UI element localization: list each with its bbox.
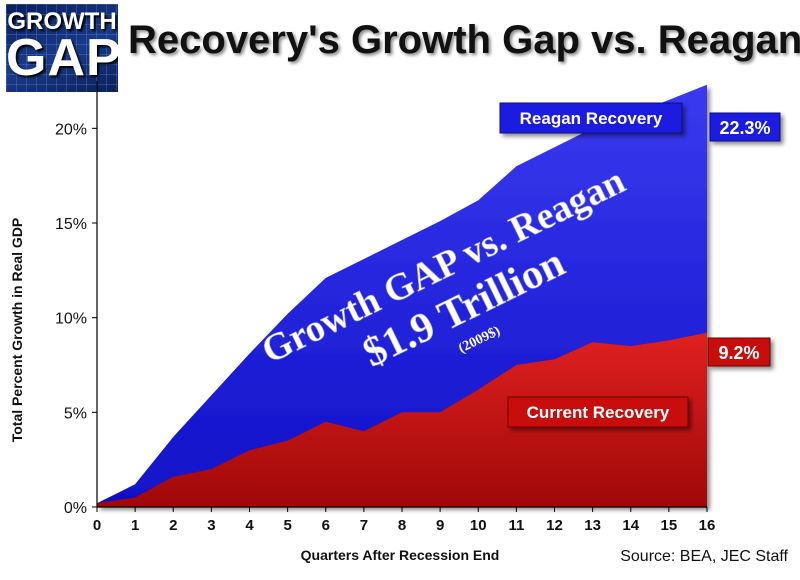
reagan-recovery-legend-text: Reagan Recovery [520, 109, 663, 128]
reagan-end-value-text: 22.3% [719, 118, 770, 138]
logo-bottom-text: GAP [6, 29, 118, 87]
x-tick-label: 16 [699, 517, 716, 534]
x-tick-label: 13 [584, 517, 601, 534]
reagan-recovery-legend: Reagan Recovery [499, 102, 683, 134]
x-tick-label: 3 [207, 517, 215, 534]
current-end-value-badge: 9.2% [707, 337, 771, 367]
current-recovery-legend: Current Recovery [507, 396, 689, 428]
x-tick-label: 10 [470, 517, 487, 534]
y-tick-label: 0% [64, 500, 87, 517]
y-tick-label: 5% [64, 405, 87, 422]
reagan-end-value-badge: 22.3% [709, 112, 781, 142]
x-tick-label: 9 [436, 517, 444, 534]
x-tick-label: 2 [169, 517, 177, 534]
x-tick-label: 6 [322, 517, 330, 534]
logo-grid-pattern [6, 4, 118, 92]
logo-top-text: GROWTH [7, 8, 117, 35]
x-tick-label: 15 [661, 517, 678, 534]
y-tick-label: 10% [55, 311, 87, 328]
x-tick-label: 11 [508, 517, 524, 534]
current-end-value-text: 9.2% [718, 343, 759, 363]
growth-gap-logo: GROWTH GAP [6, 4, 118, 92]
x-tick-label: 4 [245, 517, 254, 534]
x-tick-label: 7 [360, 517, 368, 534]
y-tick-label: 20% [55, 121, 87, 138]
current-recovery-legend-text: Current Recovery [527, 403, 670, 422]
page-title: Recovery's Growth Gap vs. Reagan [128, 18, 800, 62]
x-tick-label: 12 [546, 517, 563, 534]
x-tick-label: 14 [622, 517, 639, 534]
y-axis-label: Total Percent Growth in Real GDP [9, 218, 25, 443]
x-axis-label: Quarters After Recession End [301, 547, 500, 563]
y-tick-label: 15% [55, 216, 87, 233]
source-note: Source: BEA, JEC Staff [620, 548, 788, 565]
x-tick-label: 1 [131, 517, 139, 534]
current-recovery-area [97, 332, 707, 507]
x-tick-label: 5 [283, 517, 291, 534]
x-tick-label: 0 [93, 517, 101, 534]
x-tick-label: 8 [398, 517, 406, 534]
